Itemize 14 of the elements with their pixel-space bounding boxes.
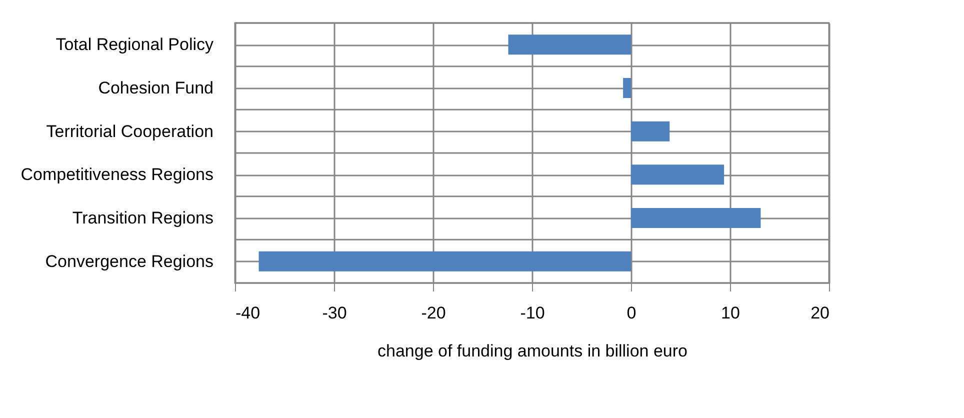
y-tick-label: Territorial Cooperation — [46, 122, 214, 141]
y-tick-label: Transition Regions — [72, 208, 214, 228]
x-tick-label: -20 — [421, 304, 446, 322]
x-axis-title: change of funding amounts in billion euro — [378, 342, 688, 360]
y-tick-label: Convergence Regions — [45, 252, 214, 271]
y-tick-label: Total Regional Policy — [56, 35, 214, 54]
x-tick-label: -40 — [236, 304, 260, 322]
x-tick-label: 10 — [721, 304, 740, 322]
x-tick-label: -30 — [322, 304, 347, 322]
x-tick-label: 20 — [810, 304, 830, 322]
x-tick-label: 0 — [626, 304, 636, 322]
y-tick-label: Cohesion Fund — [98, 78, 214, 98]
y-tick-label: Competitiveness Regions — [20, 165, 214, 184]
x-tick-label: -10 — [520, 304, 545, 322]
